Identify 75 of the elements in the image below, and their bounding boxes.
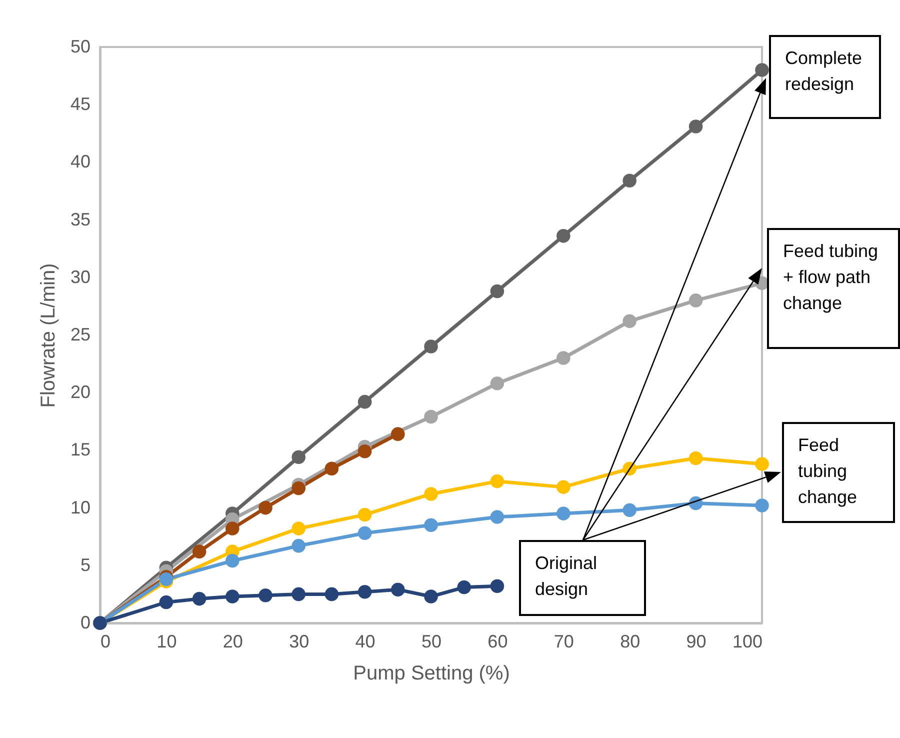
point [292,522,306,536]
x-tick-label: 100 [732,632,762,652]
point [688,451,703,466]
point [324,587,339,602]
point [424,340,438,354]
y-tick-label: 45 [70,94,90,114]
point [688,120,703,134]
point [358,526,372,540]
text-box: Original design [519,540,646,616]
point [490,510,504,524]
point [688,294,703,308]
point [292,587,306,602]
point [556,480,570,494]
point [490,284,504,298]
text-box: Complete redesign [769,35,881,119]
point [159,572,174,586]
point [391,582,405,596]
point [490,579,504,594]
y-axis-title: Flowrate (L/min) [37,263,60,408]
y-tick-label: 0 [80,612,90,632]
point [358,444,372,458]
point [391,427,405,441]
point [258,588,272,602]
point [490,376,504,390]
y-tick-label: 40 [70,152,90,172]
point [159,595,174,610]
point [490,474,504,488]
point [358,508,372,522]
y-tick-label: 20 [70,382,90,402]
text-box: Feed tubing change [782,422,895,523]
point [622,503,636,517]
point [292,481,306,496]
point [457,580,471,594]
x-tick-label: 50 [421,632,442,652]
point [556,506,570,520]
y-tick-label: 15 [70,440,90,460]
y-tick-label: 30 [70,266,90,287]
point [755,63,769,77]
point [556,351,570,365]
y-tick-label: 25 [70,324,90,344]
x-tick-label: 20 [222,632,243,652]
point [622,314,636,328]
x-axis-title: Pump Setting (%) [353,662,510,684]
y-tick-label: 10 [70,497,90,518]
point [226,522,240,536]
x-tick-label: 0 [100,632,111,652]
text-box: Feed tubing + flow path change [767,228,900,349]
x-tick-label: 60 [488,632,508,652]
x-tick-label: 80 [620,632,640,652]
y-tick-label: 5 [80,554,90,575]
x-tick-label: 30 [289,632,310,652]
x-tick-label: 10 [156,632,177,652]
x-tick-label: 70 [554,632,574,652]
point [424,487,438,501]
y-tick-label: 35 [70,209,90,230]
point [556,229,570,243]
point [755,457,769,471]
point [424,590,438,604]
point [358,585,372,599]
point [226,554,240,568]
point [424,518,438,532]
point [192,592,206,606]
point [258,500,272,515]
x-tick-label: 40 [355,632,376,652]
point [622,174,636,188]
point [292,450,306,464]
point [292,538,306,553]
point [755,498,769,512]
y-tick-label: 50 [70,36,90,56]
x-tick-label: 90 [686,632,706,652]
point [358,394,372,409]
point [324,462,339,476]
point [192,544,206,558]
point [226,590,240,604]
point [424,410,438,424]
